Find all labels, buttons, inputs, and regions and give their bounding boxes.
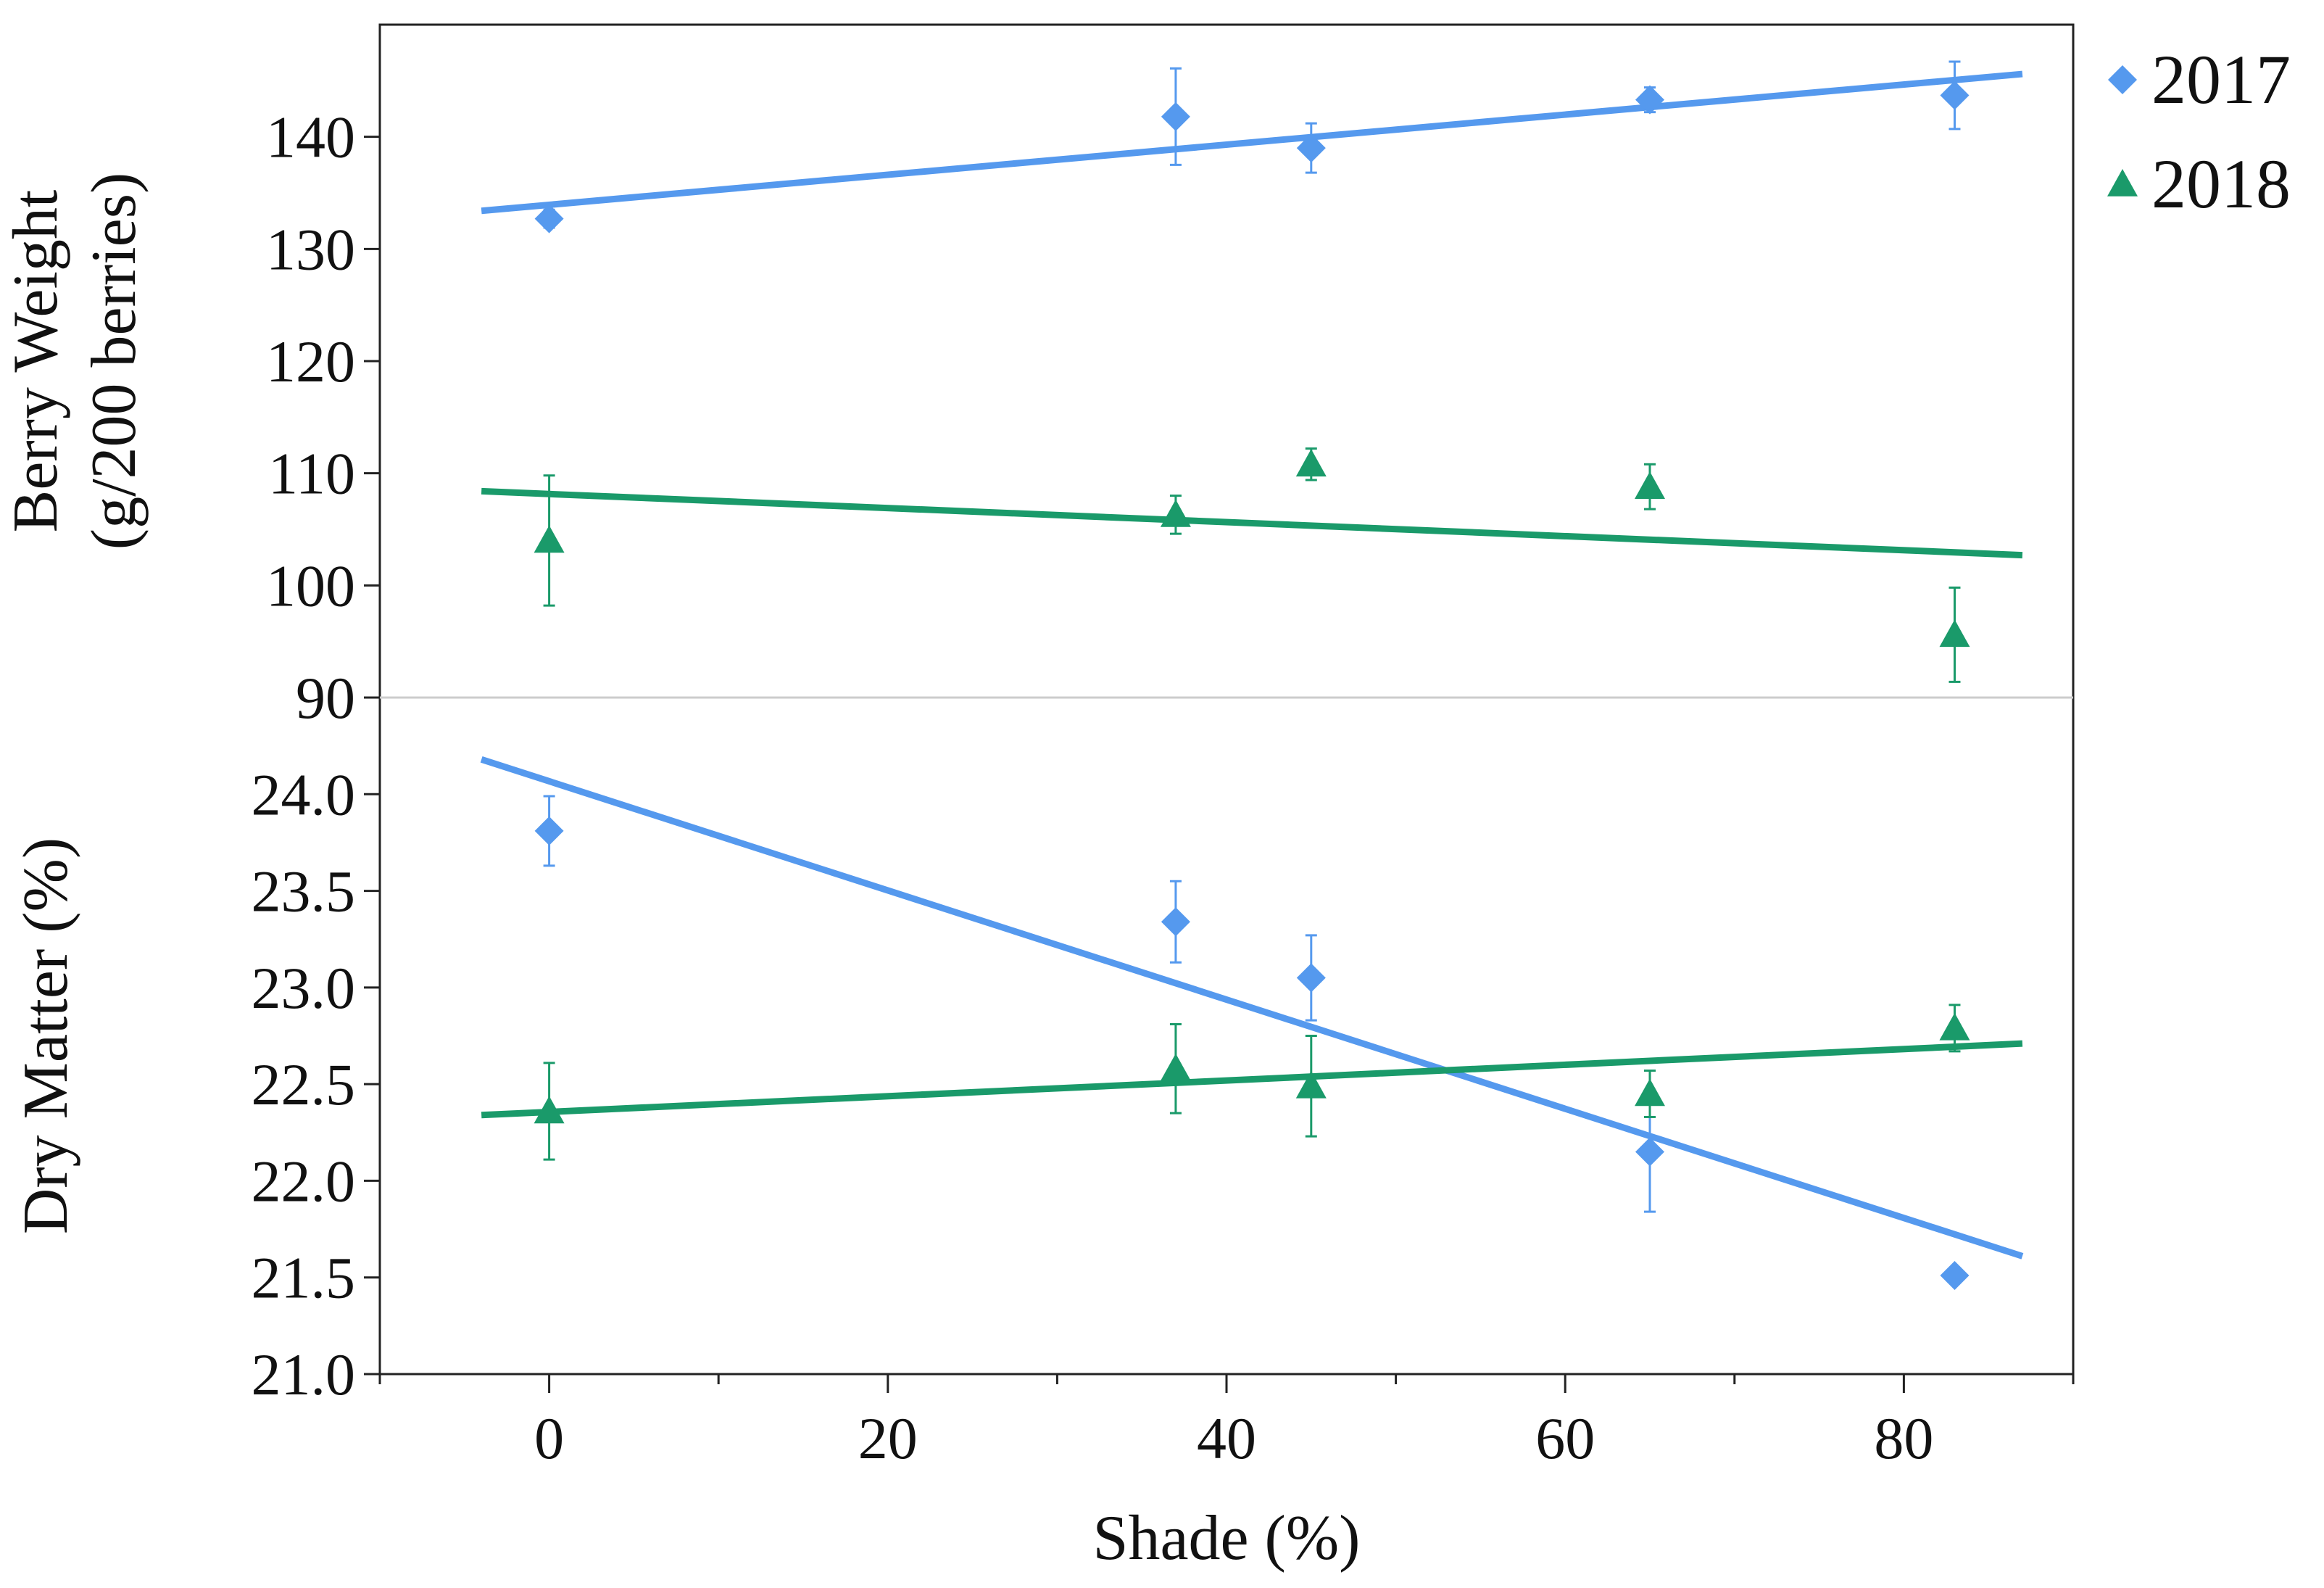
y-tick-label: 23.0 [252,955,356,1021]
x-axis-title: Shade (%) [1093,1503,1361,1573]
y-tick-label: 21.0 [252,1341,356,1407]
y-tick-label: 110 [268,441,355,507]
data-point [1939,619,1970,648]
legend-marker [2107,169,2138,197]
data-point [534,204,564,233]
series-2018 [481,447,2023,683]
y-tick-label: 21.5 [252,1245,356,1311]
y-axis-title: Berry Weight [1,190,71,533]
y-axis-title: Dry Matter (%) [11,838,81,1234]
series-2017 [481,60,2023,233]
data-point [1635,471,1665,500]
data-point [1296,963,1326,993]
y-tick-label: 22.5 [252,1051,356,1117]
x-tick-label: 20 [858,1405,918,1471]
data-point [1295,449,1327,477]
data-point [1940,80,1970,110]
y-tick-label: 130 [266,216,355,282]
y-tick-label: 24.0 [252,761,356,827]
y-tick-label: 140 [266,104,355,170]
legend-marker [2108,65,2137,94]
y-tick-label: 22.0 [252,1148,356,1214]
data-point [1160,499,1191,527]
x-tick-label: 80 [1874,1405,1933,1471]
data-point [1635,1137,1664,1167]
legend-label: 2017 [2151,41,2291,118]
x-tick-label: 60 [1535,1405,1595,1471]
data-point [534,1096,565,1124]
y-tick-label: 120 [266,328,355,394]
data-point [1635,1078,1665,1107]
data-point [534,816,564,845]
x-axis: 0 20 40 60 80 Shade (%) [378,1374,2075,1573]
data-point [1635,85,1664,115]
fit-line [481,487,2023,559]
data-point [1939,1012,1970,1041]
y-tick-label: 100 [266,553,355,619]
data-point [1161,102,1190,131]
y-tick-label: 90 [296,665,355,731]
panel-berry-weight: 90 100 110 120 130 140 Berry Weight (g/200 berr… [1,60,2023,731]
y-axis-title: (g/200 berries) [79,173,149,550]
fit-line [481,1040,2023,1119]
data-point [1160,1053,1191,1081]
fit-line [480,756,2024,1260]
data-point [534,525,565,553]
panel-dry-matter: 21.0 21.5 22.0 22.5 23.0 23.5 24.0 Dry Matter (… [11,756,2024,1407]
x-tick-label: 40 [1197,1405,1256,1471]
plot-frame [378,23,2075,1376]
data-point [1161,907,1190,937]
series-2018 [481,1004,2023,1161]
legend: 2017 2018 [2107,41,2291,223]
data-point [1940,1261,1970,1291]
series-2017 [480,756,2024,1291]
fit-line [481,70,2023,215]
legend-label: 2018 [2151,145,2291,223]
x-tick-label: 0 [534,1405,564,1471]
data-point [1295,1070,1327,1099]
data-point [1296,133,1326,163]
y-tick-label: 23.5 [252,859,356,925]
